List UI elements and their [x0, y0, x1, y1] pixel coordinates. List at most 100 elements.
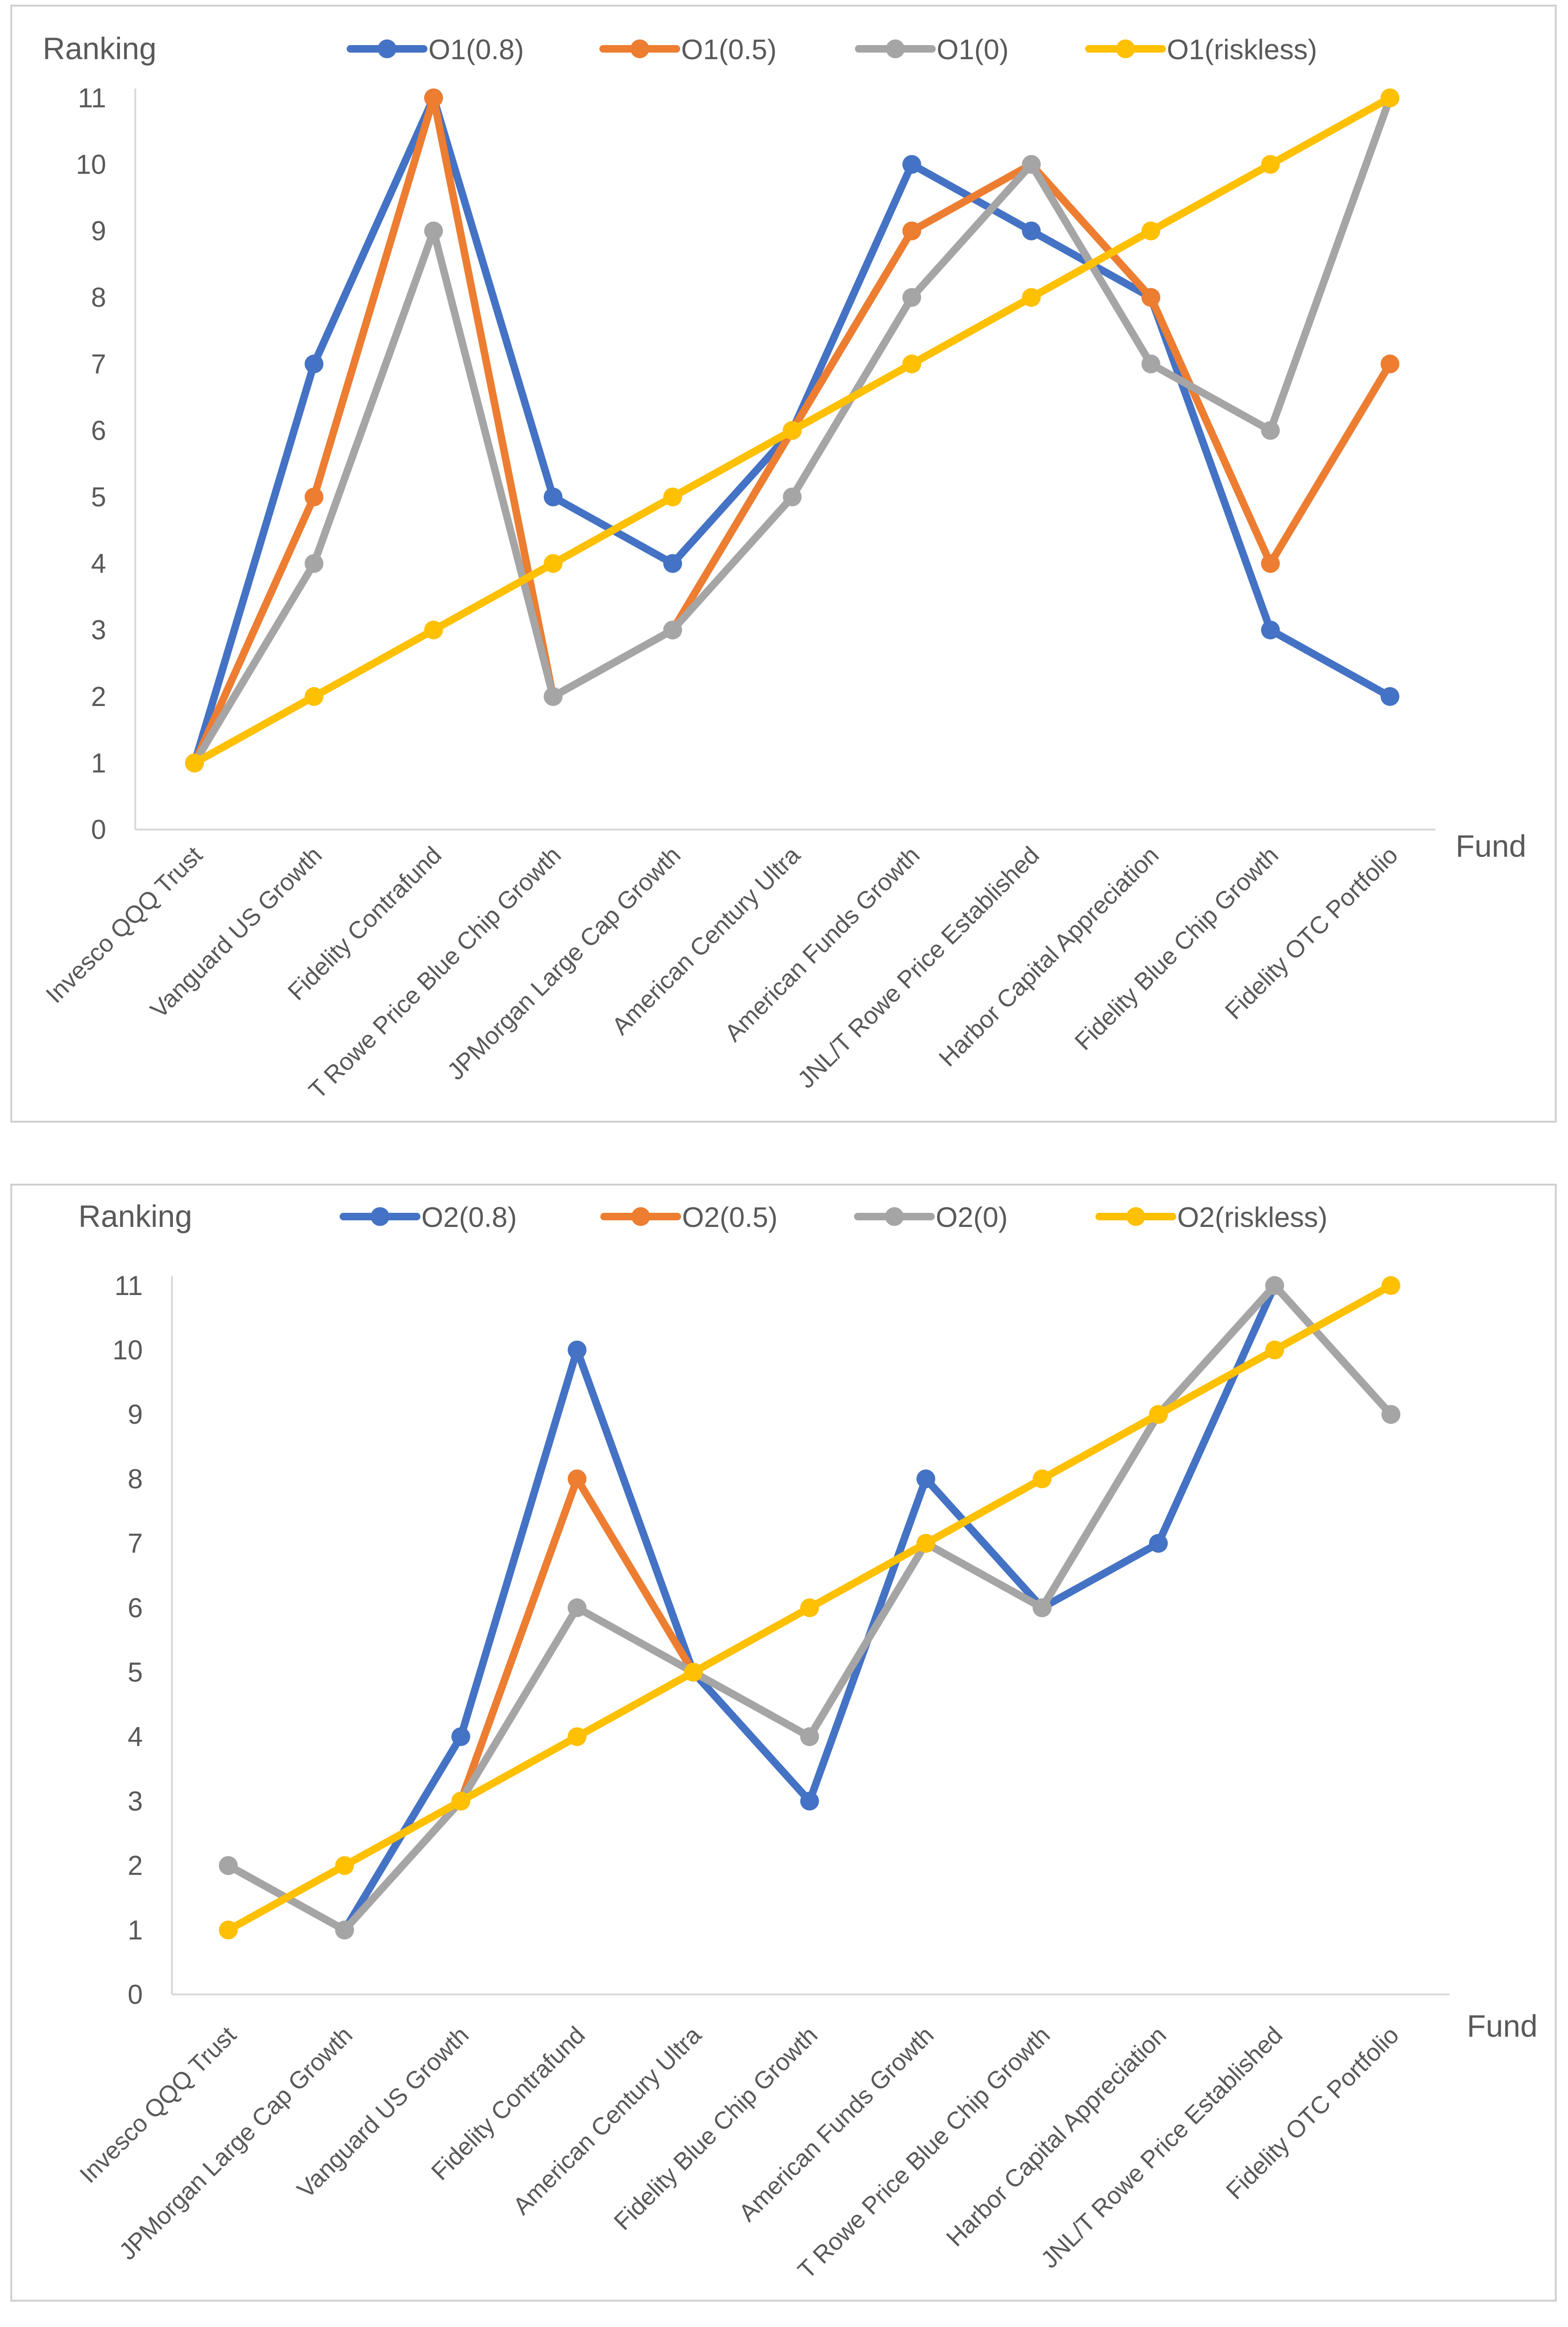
data-point-O2(riskless) [451, 1792, 470, 1811]
data-point-O1(0.5) [1381, 354, 1399, 373]
x-category-label: Fidelity Blue Chip Growth [609, 2021, 823, 2235]
data-point-O2(riskless) [684, 1663, 703, 1682]
y-tick-label-2: 2 [91, 682, 106, 712]
data-point-O1(0.8) [1261, 621, 1280, 640]
data-point-O2(0.8) [800, 1792, 819, 1811]
legend-label: O1(0) [937, 34, 1009, 65]
legend-label: O2(riskless) [1177, 1202, 1327, 1233]
data-point-O1(0.8) [304, 354, 324, 373]
legend-label: O2(0) [936, 1202, 1008, 1233]
data-point-O1(0.5) [1261, 554, 1280, 573]
y-tick-label-0: 0 [91, 814, 106, 845]
x-category-label: American Funds Growth [734, 2021, 939, 2226]
x-category-label: American Funds Growth [720, 841, 925, 1047]
legend-swatch-marker [630, 39, 649, 58]
data-point-O1(0.5) [1141, 288, 1160, 307]
data-point-O1(riskless) [185, 753, 204, 773]
y-tick-label-5: 5 [91, 482, 106, 512]
legend-label: O2(0.5) [682, 1202, 777, 1233]
y-tick-label-7: 7 [128, 1528, 143, 1559]
data-point-O2(0.8) [916, 1469, 935, 1489]
y-tick-label-11: 11 [78, 83, 106, 113]
legend-swatch-marker [885, 1207, 904, 1226]
x-category-label: JNL/T Rowe Price Established [1036, 2021, 1288, 2273]
x-category-label: American Century Ultra [508, 2021, 706, 2220]
data-point-O2(riskless) [567, 1727, 587, 1746]
data-point-O1(0.5) [304, 488, 324, 506]
y-tick-label-11: 11 [115, 1271, 143, 1301]
data-point-O2(0) [567, 1598, 587, 1617]
data-point-O1(riskless) [902, 354, 921, 373]
x-category-label: Fidelity Blue Chip Growth [1070, 841, 1284, 1055]
legend-label: O1(0.8) [428, 34, 524, 65]
data-point-O2(0.5) [567, 1469, 587, 1489]
data-point-O1(0) [304, 554, 324, 573]
legend-swatch-marker [378, 39, 396, 58]
y-tick-label-4: 4 [91, 549, 106, 579]
data-point-O1(0.8) [663, 554, 682, 573]
data-point-O1(0) [783, 488, 802, 506]
data-point-O2(0) [800, 1727, 819, 1746]
data-point-O1(0.5) [902, 221, 921, 240]
x-category-label: JNL/T Rowe Price Established [792, 841, 1045, 1094]
data-point-O2(riskless) [1149, 1405, 1168, 1424]
legend-label: O2(0.8) [421, 1202, 517, 1233]
legend-label: O1(riskless) [1167, 34, 1317, 65]
data-point-O2(0.8) [567, 1341, 587, 1359]
legend-swatch-marker [886, 39, 905, 58]
x-category-label: T Rowe Price Blue Chip Growth [304, 841, 567, 1104]
y-tick-label-3: 3 [128, 1786, 143, 1816]
data-point-O1(riskless) [1022, 288, 1041, 307]
y-tick-label-3: 3 [91, 615, 106, 645]
y-axis-title: Ranking [78, 1199, 192, 1233]
data-point-O1(riskless) [424, 621, 443, 640]
y-tick-label-0: 0 [128, 1979, 143, 2010]
data-point-O2(riskless) [219, 1920, 238, 1939]
x-category-label: Harbor Capital Appreciation [934, 841, 1164, 1072]
data-point-O1(0) [902, 288, 921, 307]
data-point-O1(0) [1261, 421, 1280, 440]
data-point-O1(riskless) [1141, 221, 1160, 240]
data-point-O1(riskless) [543, 554, 563, 573]
data-point-O2(0) [1265, 1276, 1284, 1295]
chart-panel-2: 0 1 2 3 4 5 6 7 8 9 10 11 Ranking Fund Invesco QQQ Tru… [10, 1184, 1557, 2302]
data-point-O2(riskless) [335, 1856, 354, 1875]
y-tick-label-6: 6 [91, 415, 106, 446]
data-point-O1(riskless) [783, 421, 802, 440]
x-category-label: Harbor Capital Appreciation [941, 2021, 1172, 2252]
data-point-O1(riskless) [1261, 155, 1280, 174]
x-category-label: JPMorgan Large Cap Growth [114, 2021, 358, 2265]
y-tick-label-9: 9 [128, 1399, 143, 1430]
data-point-O2(0) [335, 1920, 354, 1939]
legend-swatch-marker [371, 1207, 389, 1226]
data-point-O2(0.8) [1149, 1534, 1168, 1553]
data-point-O1(0) [663, 621, 682, 640]
data-point-O2(riskless) [800, 1598, 819, 1617]
data-point-O2(0) [219, 1856, 238, 1875]
x-axis-title: Fund [1467, 2009, 1537, 2043]
y-axis-title: Ranking [43, 31, 156, 66]
x-axis-title: Fund [1456, 829, 1526, 863]
y-tick-label-4: 4 [128, 1722, 143, 1752]
data-point-O1(0.8) [1022, 221, 1041, 240]
data-point-O2(riskless) [1382, 1276, 1400, 1295]
x-category-label: T Rowe Price Blue Chip Growth [793, 2021, 1056, 2284]
data-point-O1(0) [424, 221, 443, 240]
legend-label: O1(0.5) [681, 34, 776, 65]
data-point-O2(0.8) [451, 1727, 470, 1746]
legend-swatch-marker [1116, 39, 1135, 58]
data-point-O2(0) [1032, 1598, 1052, 1617]
y-tick-label-10: 10 [76, 149, 106, 180]
data-point-O1(0.5) [424, 88, 443, 108]
y-tick-label-9: 9 [91, 216, 106, 247]
data-point-O1(riskless) [663, 488, 682, 506]
data-point-O1(0) [1022, 155, 1041, 174]
y-tick-label-2: 2 [128, 1851, 143, 1881]
data-point-O2(riskless) [916, 1534, 935, 1553]
y-tick-label-10: 10 [112, 1335, 143, 1365]
data-point-O2(0) [1382, 1405, 1400, 1424]
data-point-O1(riskless) [1381, 88, 1399, 108]
data-point-O1(0.8) [1381, 687, 1399, 706]
